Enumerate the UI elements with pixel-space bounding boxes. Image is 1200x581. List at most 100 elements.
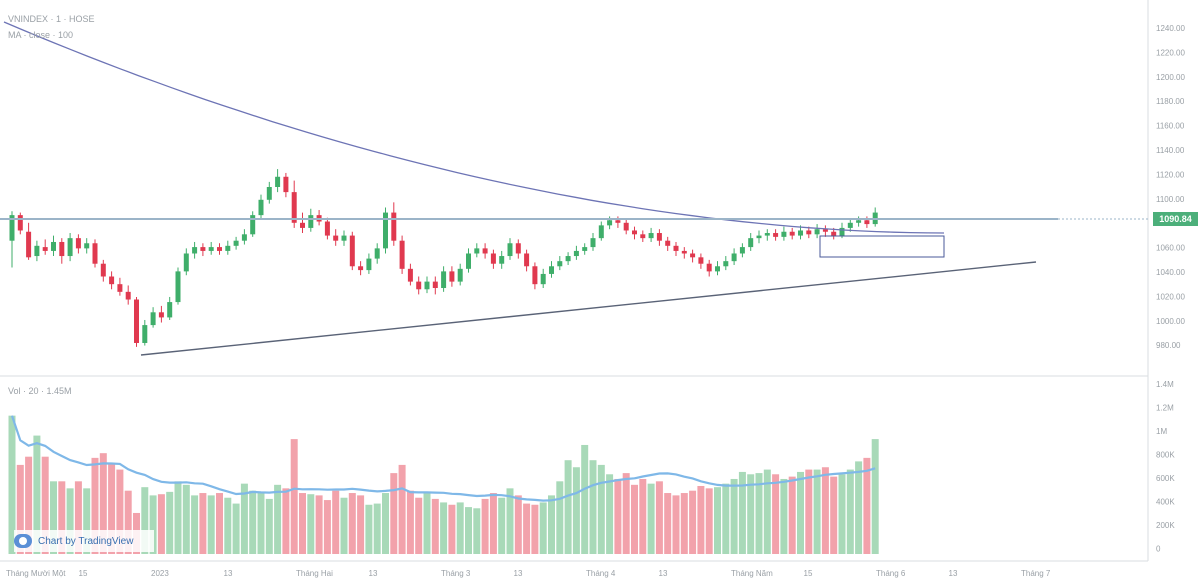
candle-body	[773, 233, 779, 237]
time-tick-label: 13	[514, 569, 523, 578]
candle-body	[640, 234, 646, 239]
volume-bar	[41, 456, 49, 554]
volume-bar	[572, 467, 580, 554]
volume-bar	[664, 493, 672, 554]
price-tick-label: 1000.00	[1156, 317, 1185, 326]
candle-body	[92, 243, 98, 264]
price-tick-label: 1160.00	[1156, 122, 1185, 131]
time-tick-label: Tháng 6	[876, 569, 906, 578]
candle-body	[34, 245, 40, 257]
candle-body	[623, 222, 629, 231]
volume-bar	[697, 486, 705, 554]
volume-bar	[531, 504, 539, 554]
volume-bar	[655, 481, 663, 554]
candle-body	[690, 253, 696, 258]
volume-bar	[863, 457, 871, 554]
volume-bar	[647, 483, 655, 554]
volume-bar	[722, 483, 730, 554]
volume-bar	[523, 503, 531, 554]
volume-bar	[116, 469, 124, 554]
volume-bar	[423, 493, 431, 554]
tradingview-watermark[interactable]: Chart by TradingView	[14, 530, 154, 552]
candle-body	[283, 176, 289, 193]
volume-tick-label: 0	[1156, 545, 1161, 554]
candle-body	[250, 215, 256, 235]
volume-bar	[846, 469, 854, 554]
candle-body	[466, 253, 471, 269]
candle-body	[549, 266, 554, 274]
candle-body	[142, 325, 148, 343]
volume-bar	[539, 502, 547, 554]
candle-body	[150, 312, 156, 326]
volume-bar	[290, 439, 298, 554]
time-tick-label: Tháng Mười Một	[6, 569, 66, 578]
volume-bar	[448, 504, 456, 554]
ma-legend: MA · close · 100	[8, 30, 74, 40]
candle-body	[100, 263, 106, 277]
candle-body	[715, 266, 720, 272]
volume-bar	[581, 444, 589, 554]
volume-bar	[365, 504, 373, 554]
candle-body	[648, 233, 654, 239]
price-tick-label: 1120.00	[1156, 170, 1185, 179]
volume-bar	[689, 490, 697, 554]
candle-body	[441, 271, 447, 289]
candle-body	[632, 230, 637, 235]
volume-bar	[191, 495, 199, 554]
candle-body	[806, 230, 812, 235]
volume-bar	[622, 473, 630, 554]
volume-bar	[91, 457, 99, 554]
candle-body	[84, 243, 90, 249]
volume-bar	[224, 497, 232, 554]
candle-body	[51, 241, 56, 251]
volume-bar	[589, 460, 597, 554]
price-tick-label: 1200.00	[1156, 73, 1185, 82]
volume-bar	[124, 490, 132, 554]
candle-body	[798, 230, 803, 236]
volume-bar	[614, 478, 622, 554]
volume-bar	[340, 497, 348, 554]
time-axis: Tháng Mười Một 15 2023 13 Tháng Hai 13 Tháng 3…	[6, 569, 1051, 578]
candles	[9, 169, 878, 347]
volume-bar	[398, 464, 406, 554]
volume-bar	[514, 495, 522, 554]
watermark-label: Chart by TradingView	[38, 535, 134, 547]
time-tick-label: 13	[369, 569, 378, 578]
time-tick-label: 15	[79, 569, 88, 578]
candle-body	[532, 266, 538, 285]
volume-tick-label: 1M	[1156, 427, 1167, 436]
candle-body	[324, 221, 330, 236]
volume-bar	[705, 488, 713, 554]
volume-bar	[166, 491, 174, 554]
volume-bar	[813, 469, 821, 554]
price-tick-label: 1100.00	[1156, 195, 1185, 204]
volume-tick-label: 800K	[1156, 451, 1175, 460]
tradingview-cloud-icon	[14, 534, 32, 548]
volume-bar	[498, 497, 506, 554]
candle-body	[573, 250, 579, 257]
consolidation-box	[819, 235, 945, 258]
candle-body	[67, 238, 73, 257]
volume-bar	[788, 476, 796, 554]
price-tick-label: 1040.00	[1156, 268, 1185, 277]
candle-body	[839, 227, 845, 236]
volume-bar	[232, 503, 240, 554]
candle-body	[291, 192, 297, 223]
volume-bar	[440, 502, 448, 554]
volume-bar	[481, 498, 489, 554]
candle-body	[275, 176, 281, 187]
volume-bar	[780, 478, 788, 554]
volume-moving-average-line	[10, 415, 876, 502]
volume-bar	[66, 488, 74, 554]
time-tick-label: Tháng 3	[441, 569, 471, 578]
candle-body	[822, 229, 828, 232]
moving-average-line	[3, 21, 945, 234]
candle-body	[217, 247, 222, 251]
volume-bar	[597, 464, 605, 554]
volume-bar	[390, 473, 398, 554]
candle-body	[582, 247, 588, 251]
volume-bar	[16, 464, 24, 554]
candle-body	[507, 243, 513, 257]
candle-body	[241, 234, 247, 241]
candle-body	[26, 231, 32, 258]
